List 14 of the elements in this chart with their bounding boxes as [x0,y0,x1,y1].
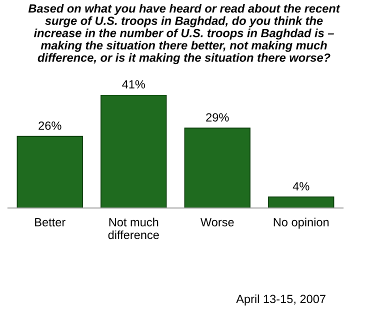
chart-title: Based on what you have heard or read about the recent surge of U.S. troops in Baghdad, do you think the increase in the number of U.S. troops in Baghdad is – making the situation there better, not making much difference, or is it making the situation there worse? [28,4,340,64]
bar [184,128,250,208]
x-tick-label: Worse [200,218,234,226]
data-label: 4% [292,182,310,190]
data-label: 26% [38,121,62,130]
bar [16,136,83,208]
bar [100,95,167,208]
text: April 13-15, 2007 [236,294,326,306]
x-tick-label: No opinion [274,218,329,229]
x-tick-label: Better [35,218,66,226]
x-tick-label: Not much difference [108,218,159,240]
bar [268,196,334,208]
data-label: 41% [122,80,146,88]
data-label: 29% [206,113,229,122]
